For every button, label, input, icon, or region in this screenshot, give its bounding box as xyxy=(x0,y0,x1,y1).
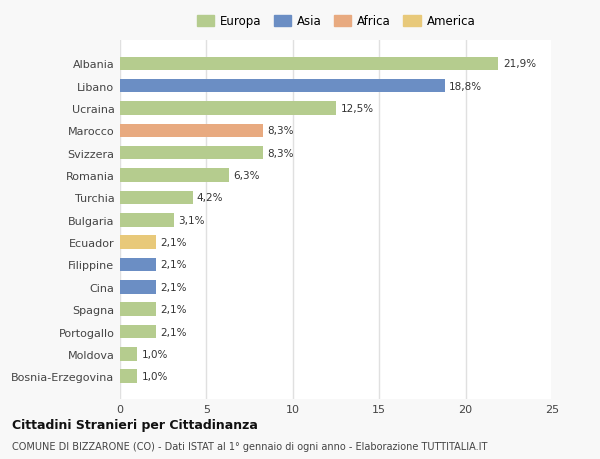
Text: 8,3%: 8,3% xyxy=(268,126,294,136)
Text: 1,0%: 1,0% xyxy=(142,349,168,359)
Bar xyxy=(120,169,229,182)
Bar xyxy=(120,57,499,71)
Text: 3,1%: 3,1% xyxy=(178,215,205,225)
Bar xyxy=(120,191,193,205)
Bar xyxy=(120,258,156,272)
Text: 2,1%: 2,1% xyxy=(161,238,187,247)
Bar xyxy=(120,280,156,294)
Bar xyxy=(120,347,137,361)
Text: 2,1%: 2,1% xyxy=(161,260,187,270)
Bar xyxy=(120,369,137,383)
Text: Cittadini Stranieri per Cittadinanza: Cittadini Stranieri per Cittadinanza xyxy=(12,418,258,431)
Text: 2,1%: 2,1% xyxy=(161,327,187,337)
Text: COMUNE DI BIZZARONE (CO) - Dati ISTAT al 1° gennaio di ogni anno - Elaborazione : COMUNE DI BIZZARONE (CO) - Dati ISTAT al… xyxy=(12,441,487,451)
Text: 8,3%: 8,3% xyxy=(268,148,294,158)
Text: 18,8%: 18,8% xyxy=(449,82,482,91)
Legend: Europa, Asia, Africa, America: Europa, Asia, Africa, America xyxy=(193,12,479,32)
Text: 21,9%: 21,9% xyxy=(503,59,536,69)
Text: 1,0%: 1,0% xyxy=(142,371,168,381)
Bar xyxy=(120,213,173,227)
Bar xyxy=(120,80,445,93)
Bar xyxy=(120,124,263,138)
Bar xyxy=(120,303,156,316)
Text: 2,1%: 2,1% xyxy=(161,282,187,292)
Text: 4,2%: 4,2% xyxy=(197,193,223,203)
Text: 6,3%: 6,3% xyxy=(233,171,260,181)
Bar xyxy=(120,147,263,160)
Text: 12,5%: 12,5% xyxy=(340,104,373,114)
Bar xyxy=(120,236,156,249)
Bar xyxy=(120,325,156,338)
Text: 2,1%: 2,1% xyxy=(161,304,187,314)
Bar xyxy=(120,102,336,116)
